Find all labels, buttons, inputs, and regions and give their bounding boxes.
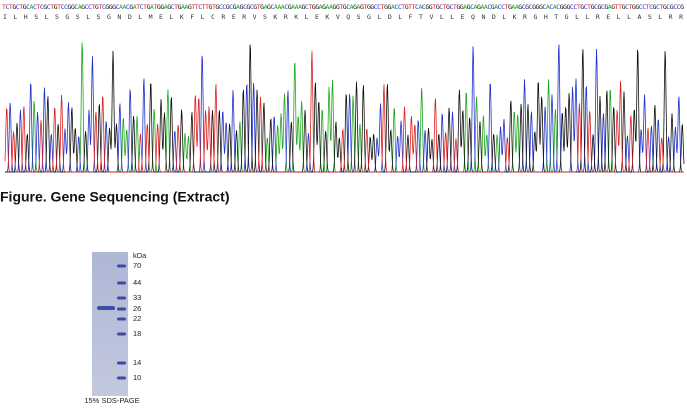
marker-label: 22 — [133, 314, 141, 323]
ladder-band — [117, 361, 126, 365]
trace — [5, 44, 685, 173]
ladder-band — [117, 317, 126, 321]
ladder-band — [117, 264, 126, 268]
marker-label: 18 — [133, 329, 141, 338]
marker-label: 14 — [133, 358, 141, 367]
dna-sequence: TCTGCTGCACTCGCTGTCCGGCAGCCTGTCGGGCAACGAT… — [2, 3, 684, 11]
sample-band — [97, 306, 115, 310]
figure-caption: Figure. Gene Sequencing (Extract) — [0, 189, 230, 205]
chromatogram — [4, 42, 685, 173]
gel-caption: 15% SDS-PAGE — [84, 396, 139, 405]
dna-text: TCTGCTGCACTCGCTGTCCGGCAGCCTGTCGGGCAACGAT… — [2, 3, 684, 11]
protein-sequence: I L H S L S G S L S G N D L M E L K F L … — [3, 13, 683, 21]
ladder-band — [117, 281, 126, 285]
marker-label: 70 — [133, 261, 141, 270]
marker-label: 26 — [133, 304, 141, 313]
trace — [4, 51, 684, 173]
ladder-band — [117, 376, 126, 380]
gel-unit: kDa — [133, 251, 147, 260]
marker-label: 10 — [133, 373, 141, 382]
marker-label: 44 — [133, 278, 141, 287]
marker-label: 33 — [133, 293, 141, 302]
ladder-band — [117, 332, 126, 336]
ladder-band — [117, 307, 126, 311]
gel-image — [92, 252, 128, 396]
ladder-band — [117, 296, 126, 300]
